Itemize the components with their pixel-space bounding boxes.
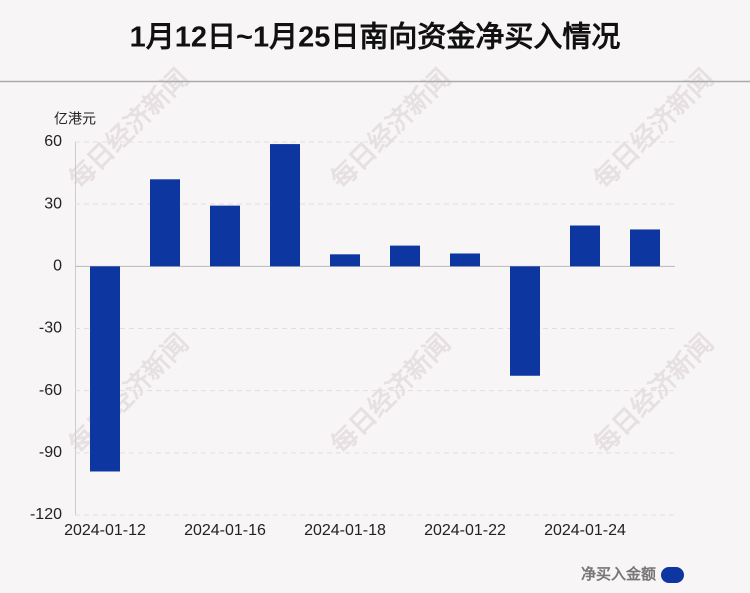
- y-tick-label: -60: [39, 382, 62, 399]
- chart-title: 1月12日~1月25日南向资金净买入情况: [130, 20, 621, 54]
- x-tick-label: 2024-01-16: [184, 522, 266, 539]
- watermark: 每日经济新闻: [588, 63, 720, 195]
- y-tick-label: 60: [44, 133, 62, 150]
- y-unit: 亿港元: [54, 111, 96, 127]
- bar: [510, 266, 540, 376]
- y-tick-label: 0: [53, 258, 62, 275]
- bar: [390, 245, 420, 267]
- watermark: 每日经济新闻: [325, 63, 457, 195]
- x-tick-label: 2024-01-22: [424, 522, 506, 539]
- x-tick-label: 2024-01-18: [304, 522, 386, 539]
- y-tick-label: -90: [39, 444, 62, 461]
- legend-label: 净买入金额: [581, 565, 656, 583]
- bar: [570, 225, 600, 267]
- bar: [150, 179, 180, 267]
- bar: [270, 144, 300, 267]
- y-tick-label: -30: [39, 320, 62, 337]
- watermark: 每日经济新闻: [63, 63, 195, 195]
- watermark: 每日经济新闻: [63, 328, 195, 460]
- x-tick-label: 2024-01-12: [64, 522, 146, 539]
- bar: [330, 254, 360, 267]
- y-tick-label: 30: [44, 195, 62, 212]
- bar: [450, 253, 480, 267]
- bar: [630, 229, 660, 267]
- bar: [90, 266, 120, 472]
- y-tick-label: -120: [30, 506, 62, 523]
- x-tick-label: 2024-01-24: [544, 522, 626, 539]
- bar: [210, 205, 240, 267]
- legend-swatch: [661, 567, 684, 583]
- watermark: 每日经济新闻: [325, 328, 457, 460]
- watermark: 每日经济新闻: [588, 328, 720, 460]
